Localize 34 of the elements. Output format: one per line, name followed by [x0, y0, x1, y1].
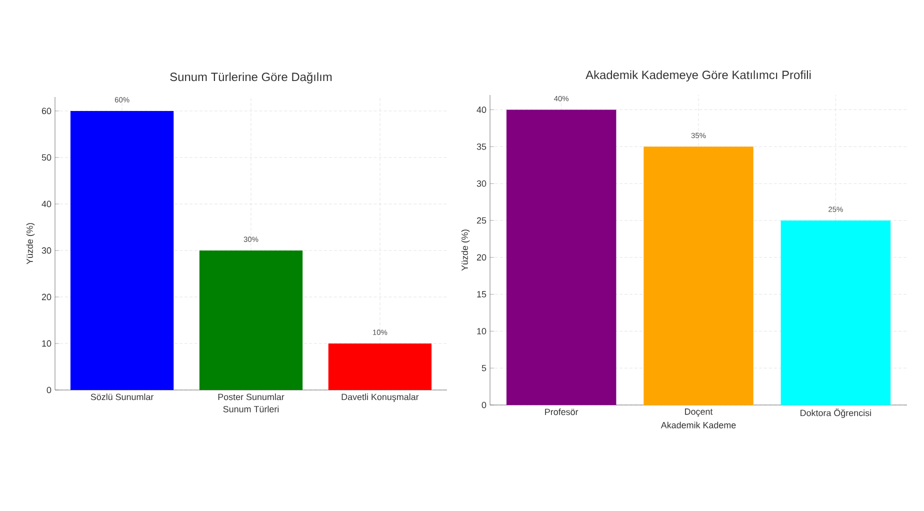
y-tick-label: 15 [477, 291, 486, 298]
x-tick-label: Doçent [685, 408, 713, 417]
bar [199, 250, 303, 390]
y-tick-label: 50 [42, 154, 52, 161]
x-axis-title: Sunum Türleri [223, 406, 279, 412]
y-tick-label: 20 [42, 294, 52, 300]
bar [780, 220, 891, 405]
y-axis-title: Yüzde (%) [26, 223, 35, 264]
y-tick-label: 35 [476, 143, 486, 150]
bar [506, 110, 616, 405]
bar [644, 146, 754, 405]
y-tick-label: 10 [477, 328, 486, 334]
y-tick-label: 10 [42, 340, 52, 347]
bar [328, 343, 432, 390]
chart-title: Sunum Türlerine Göre Dağılım [170, 72, 332, 84]
x-tick-label: Doktora Öğrencisi [800, 408, 871, 418]
x-tick-label: Profesör [545, 408, 578, 416]
x-tick-label: Davetli Konuşmalar [342, 394, 419, 402]
chart-title: Akademik Kademeye Göre Katılımcı Profili [586, 70, 811, 82]
y-tick-label: 5 [482, 364, 486, 372]
y-tick-label: 0 [482, 402, 486, 408]
y-tick-label: 0 [46, 386, 52, 394]
x-tick-label: Sözlü Sunumlar [90, 394, 154, 400]
x-axis-title: Akademik Kademe [660, 422, 736, 428]
y-axis-title: Yüzde (%) [461, 230, 470, 271]
y-tick-label: 40 [42, 200, 52, 208]
y-tick-label: 20 [476, 254, 486, 261]
y-tick-label: 60 [42, 108, 52, 114]
y-tick-label: 30 [476, 180, 486, 187]
y-tick-label: 25 [476, 217, 486, 224]
y-tick-label: 40 [476, 106, 486, 113]
bar [70, 110, 174, 390]
x-tick-label: Poster Sunumlar [218, 394, 284, 400]
y-tick-label: 30 [42, 247, 52, 254]
